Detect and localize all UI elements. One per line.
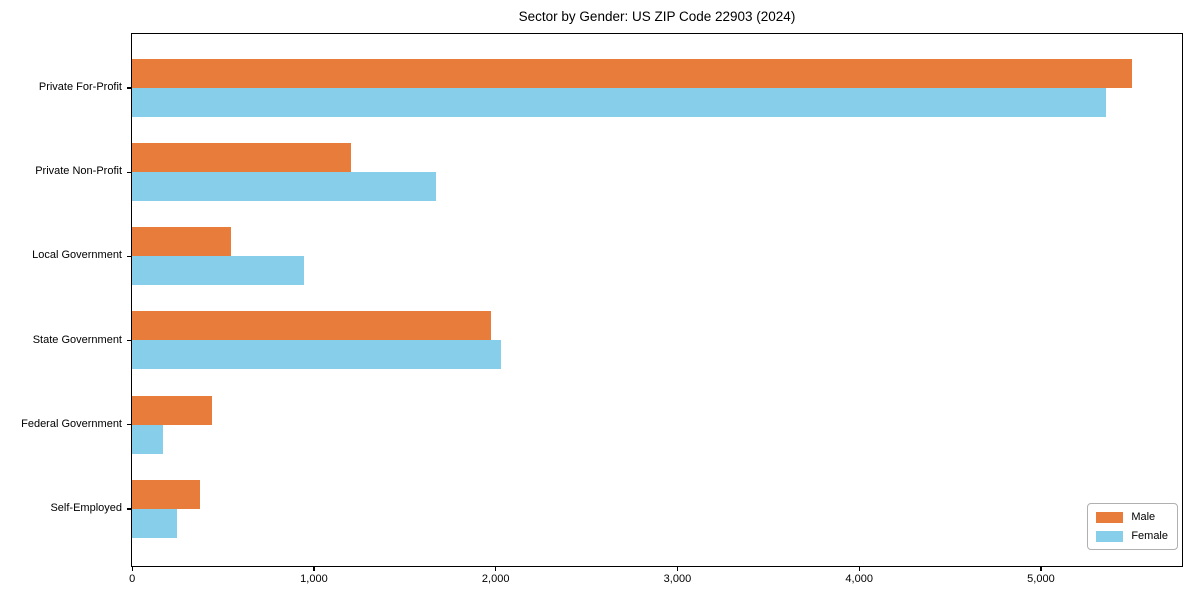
plot-area: Male Female	[131, 33, 1183, 567]
y-tick-private-non-profit	[127, 171, 131, 173]
bar-male-private-for-profit	[132, 58, 1132, 88]
bar-female-federal-government	[132, 424, 163, 454]
x-tick-2000	[495, 567, 497, 571]
legend-swatch-male	[1096, 511, 1124, 523]
bars-layer	[132, 34, 1182, 566]
x-tick-label-4000: 4,000	[845, 573, 873, 585]
x-tick-label-1000: 1,000	[300, 573, 328, 585]
bar-female-private-non-profit	[132, 172, 436, 201]
y-tick-local-government	[127, 255, 131, 257]
bar-female-private-for-profit	[132, 87, 1107, 117]
y-tick-self-employed	[127, 508, 131, 510]
x-tick-1000	[313, 567, 315, 571]
y-tick-federal-government	[127, 424, 131, 426]
x-tick-label-0: 0	[129, 573, 136, 585]
bar-male-private-non-profit	[132, 143, 351, 172]
y-axis-label-federal-government: Federal Government	[21, 417, 122, 430]
bar-female-local-government	[132, 256, 304, 286]
bar-female-self-employed	[132, 508, 178, 538]
x-tick-label-3000: 3,000	[663, 573, 692, 585]
y-axis-label-self-employed: Self-Employed	[50, 502, 122, 514]
legend-label-female: Female	[1131, 530, 1168, 542]
x-tick-4000	[858, 567, 860, 571]
bar-male-local-government	[132, 227, 232, 257]
x-tick-5000	[1040, 567, 1042, 571]
y-axis-label-local-government: Local Government	[32, 249, 122, 262]
chart-title: Sector by Gender: US ZIP Code 22903 (202…	[518, 9, 796, 24]
x-tick-0	[131, 567, 133, 571]
y-axis-label-private-for-profit: Private For-Profit	[38, 81, 122, 93]
legend-label-male: Male	[1131, 511, 1156, 523]
y-axis-label-private-non-profit: Private Non-Profit	[35, 165, 122, 178]
x-tick-label-2000: 2,000	[481, 573, 510, 585]
y-tick-private-for-profit	[127, 87, 131, 89]
bar-male-self-employed	[132, 479, 201, 509]
bar-female-state-government	[132, 340, 501, 370]
bar-male-federal-government	[132, 395, 212, 425]
legend-swatch-female	[1096, 530, 1124, 542]
legend: Male Female	[1087, 503, 1178, 550]
legend-item-male: Male	[1096, 511, 1168, 523]
x-tick-label-5000: 5,000	[1027, 573, 1055, 585]
legend-item-female: Female	[1096, 530, 1168, 542]
y-tick-state-government	[127, 340, 131, 342]
x-tick-3000	[676, 567, 679, 571]
y-axis-label-state-government: State Government	[32, 333, 122, 346]
bar-male-state-government	[132, 311, 491, 341]
